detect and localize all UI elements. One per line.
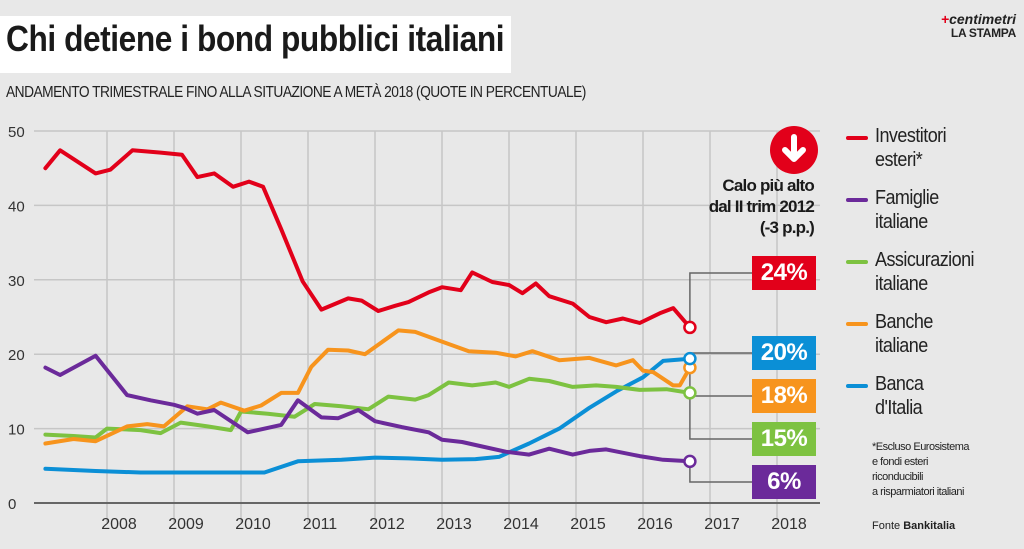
legend-label: Banca d'Italia [875, 373, 924, 419]
x-tick-label: 2015 [570, 516, 606, 533]
chart-subtitle: ANDAMENTO TRIMESTRALE FINO ALLA SITUAZIO… [6, 84, 586, 101]
legend-swatch [846, 322, 868, 326]
series-line-famiglie-italiane [43, 353, 692, 464]
grid [34, 130, 820, 523]
footnote: *Escluso Eurosistema e fondi esteri rico… [872, 441, 970, 498]
legend-swatch [846, 198, 868, 202]
x-tick-label: 2016 [637, 516, 673, 533]
annotation-text: Calo più alto dal II trim 2012 (-3 p.p.) [708, 176, 815, 237]
brand-top-label: centimetri [949, 11, 1016, 27]
y-tick-label: 40 [8, 198, 25, 215]
leader-line [689, 392, 752, 440]
axes: 0 10 20 30 40 50 2008 2009 2010 2011 2012 2013 2014 2… [8, 124, 820, 533]
x-tick-label: 2009 [168, 516, 204, 533]
y-tick-label: 30 [8, 273, 25, 290]
source: Fonte Bankitalia [872, 520, 955, 532]
series-line-assicurazioni-italiane [43, 376, 692, 440]
x-tick-label: 2012 [369, 516, 405, 533]
source-name: Bankitalia [903, 520, 956, 532]
leader-line [689, 272, 752, 328]
legend-label: Banche italiane [875, 311, 933, 357]
x-tick-label: 2014 [503, 516, 539, 533]
arrow-down-circle-icon [770, 126, 818, 174]
end-marker [683, 386, 697, 400]
series-line-banche-italiane [43, 328, 692, 446]
legend-swatch [846, 136, 868, 140]
y-tick-label: 20 [8, 347, 25, 364]
legend-swatch [846, 384, 868, 388]
brand-logo: +centimetri LA STAMPA [941, 12, 1016, 40]
end-marker [683, 351, 697, 366]
value-tag-banche: 18% [752, 379, 816, 413]
chart-title: Chi detiene i bond pubblici italiani [6, 18, 505, 59]
brand-plus-icon: + [940, 11, 950, 27]
end-marker [683, 320, 697, 335]
series-line-investitori-esteri- [43, 148, 692, 330]
brand-la-stampa: LA STAMPA [950, 26, 1016, 40]
arrow-down-glyph [782, 134, 806, 162]
legend-label: Famiglie italiane [875, 187, 939, 233]
value-tag-banca-italia: 20% [752, 336, 816, 370]
title-background [0, 16, 511, 73]
series-lines [43, 148, 692, 475]
x-tick-label: 2013 [436, 516, 472, 533]
y-tick-label: 0 [8, 496, 16, 513]
legend-swatch [846, 260, 868, 264]
end-markers [683, 320, 697, 469]
line-chart: 0 10 20 30 40 50 2008 2009 2010 2011 2012 2013 2014 2… [8, 124, 820, 533]
x-tick-label: 2011 [303, 516, 338, 533]
series-line-banca-d-italia [43, 356, 692, 475]
value-tag-famiglie: 6% [752, 465, 816, 499]
value-tag-assicurazioni: 15% [752, 422, 816, 456]
x-tick-label: 2010 [235, 516, 271, 533]
brand-centimetri: +centimetri [941, 12, 1016, 26]
leader-line [689, 461, 752, 483]
leader-lines [689, 272, 752, 483]
x-tick-label: 2017 [704, 516, 740, 533]
source-label: Fonte [872, 520, 901, 532]
x-tick-label: 2008 [101, 516, 137, 533]
legend-label: Investitori esteri* [875, 125, 947, 171]
end-marker [683, 454, 697, 469]
y-tick-label: 50 [8, 124, 25, 141]
legend-label: Assicurazioni italiane [875, 249, 975, 295]
x-tick-label: 2018 [771, 516, 807, 533]
y-tick-label: 10 [8, 422, 25, 439]
value-tag-investitori: 24% [752, 256, 816, 290]
leader-line [689, 367, 752, 397]
